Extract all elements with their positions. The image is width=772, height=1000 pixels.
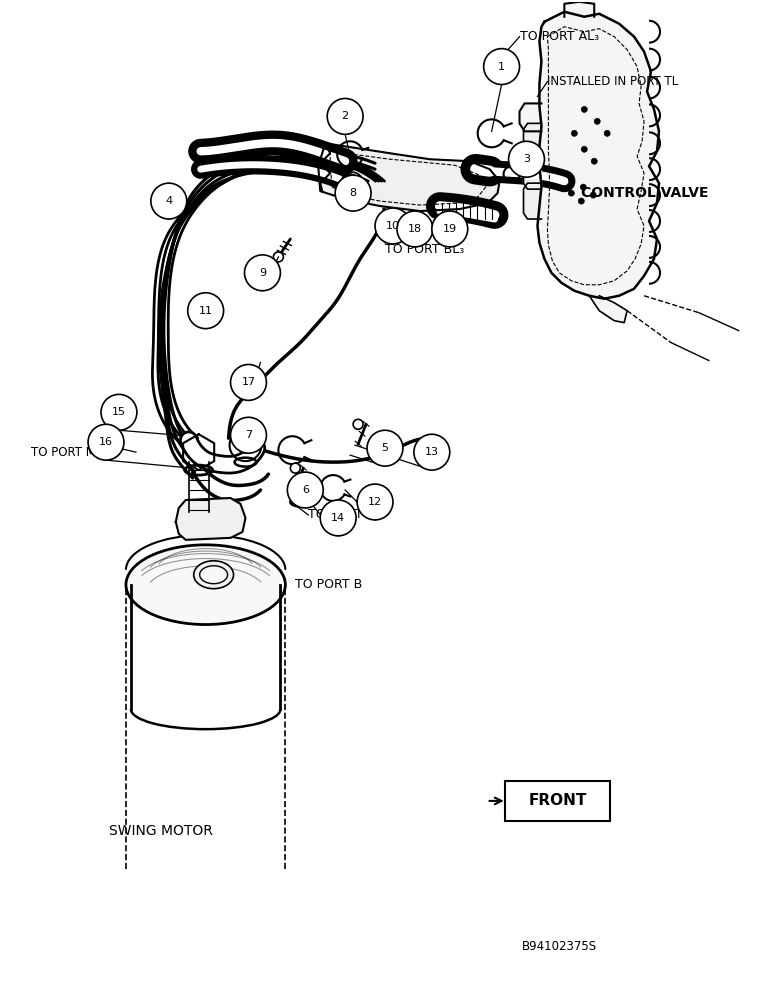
Polygon shape xyxy=(523,183,541,219)
Circle shape xyxy=(327,98,363,134)
Polygon shape xyxy=(523,153,541,189)
Text: 7: 7 xyxy=(245,430,252,440)
Text: 10: 10 xyxy=(386,221,400,231)
Circle shape xyxy=(151,183,187,219)
FancyBboxPatch shape xyxy=(505,781,610,821)
Text: 8: 8 xyxy=(350,188,357,198)
Circle shape xyxy=(578,198,584,204)
Text: 15: 15 xyxy=(112,407,126,417)
Circle shape xyxy=(231,417,266,453)
Polygon shape xyxy=(537,12,659,299)
Circle shape xyxy=(581,184,586,190)
Text: 6: 6 xyxy=(302,485,309,495)
Circle shape xyxy=(571,130,577,136)
Circle shape xyxy=(591,192,596,198)
Circle shape xyxy=(273,252,283,262)
Circle shape xyxy=(414,434,450,470)
Polygon shape xyxy=(564,2,594,17)
Ellipse shape xyxy=(200,566,228,584)
Circle shape xyxy=(568,190,574,196)
Circle shape xyxy=(290,463,300,473)
Circle shape xyxy=(245,255,280,291)
Text: FRONT: FRONT xyxy=(528,793,587,808)
Text: 3: 3 xyxy=(523,154,530,164)
Circle shape xyxy=(594,118,600,124)
Text: 16: 16 xyxy=(99,437,113,447)
Circle shape xyxy=(581,146,587,152)
Text: INSTALLED IN PORT TL: INSTALLED IN PORT TL xyxy=(547,75,679,88)
Circle shape xyxy=(188,293,224,329)
Text: 19: 19 xyxy=(442,224,457,234)
Circle shape xyxy=(353,419,363,429)
Polygon shape xyxy=(523,123,541,159)
Text: 11: 11 xyxy=(198,306,212,316)
Circle shape xyxy=(509,141,544,177)
Circle shape xyxy=(335,175,371,211)
Circle shape xyxy=(375,208,411,244)
Text: TO PORT MU: TO PORT MU xyxy=(32,446,105,459)
Circle shape xyxy=(581,106,587,112)
Circle shape xyxy=(231,364,266,400)
Text: 18: 18 xyxy=(408,224,422,234)
Circle shape xyxy=(320,500,356,536)
Text: B94102375S: B94102375S xyxy=(522,940,597,953)
Text: 9: 9 xyxy=(259,268,266,278)
Text: 1: 1 xyxy=(498,62,505,72)
Circle shape xyxy=(397,211,433,247)
Polygon shape xyxy=(318,143,499,211)
Ellipse shape xyxy=(126,545,286,625)
Text: 17: 17 xyxy=(242,377,256,387)
Circle shape xyxy=(88,424,124,460)
Text: TO PORT B: TO PORT B xyxy=(296,578,363,591)
Circle shape xyxy=(483,49,520,85)
Circle shape xyxy=(432,211,468,247)
Text: 13: 13 xyxy=(425,447,438,457)
Text: CONTROL VALVE: CONTROL VALVE xyxy=(581,186,709,200)
Circle shape xyxy=(568,176,574,182)
Text: TO PORT AL₃: TO PORT AL₃ xyxy=(520,30,598,43)
Circle shape xyxy=(367,430,403,466)
Polygon shape xyxy=(589,296,627,323)
Ellipse shape xyxy=(194,561,234,589)
Text: 14: 14 xyxy=(331,513,345,523)
Text: 5: 5 xyxy=(381,443,388,453)
Text: SWING MOTOR: SWING MOTOR xyxy=(109,824,213,838)
Circle shape xyxy=(591,158,598,164)
Text: 2: 2 xyxy=(341,111,349,121)
Circle shape xyxy=(604,130,610,136)
Text: TO PORT BL₃: TO PORT BL₃ xyxy=(385,243,464,256)
Circle shape xyxy=(287,472,323,508)
Polygon shape xyxy=(520,103,541,131)
Circle shape xyxy=(101,394,137,430)
Text: 12: 12 xyxy=(368,497,382,507)
Polygon shape xyxy=(176,498,245,540)
Text: TO PORT A: TO PORT A xyxy=(308,508,375,521)
Circle shape xyxy=(357,484,393,520)
Text: 4: 4 xyxy=(165,196,172,206)
